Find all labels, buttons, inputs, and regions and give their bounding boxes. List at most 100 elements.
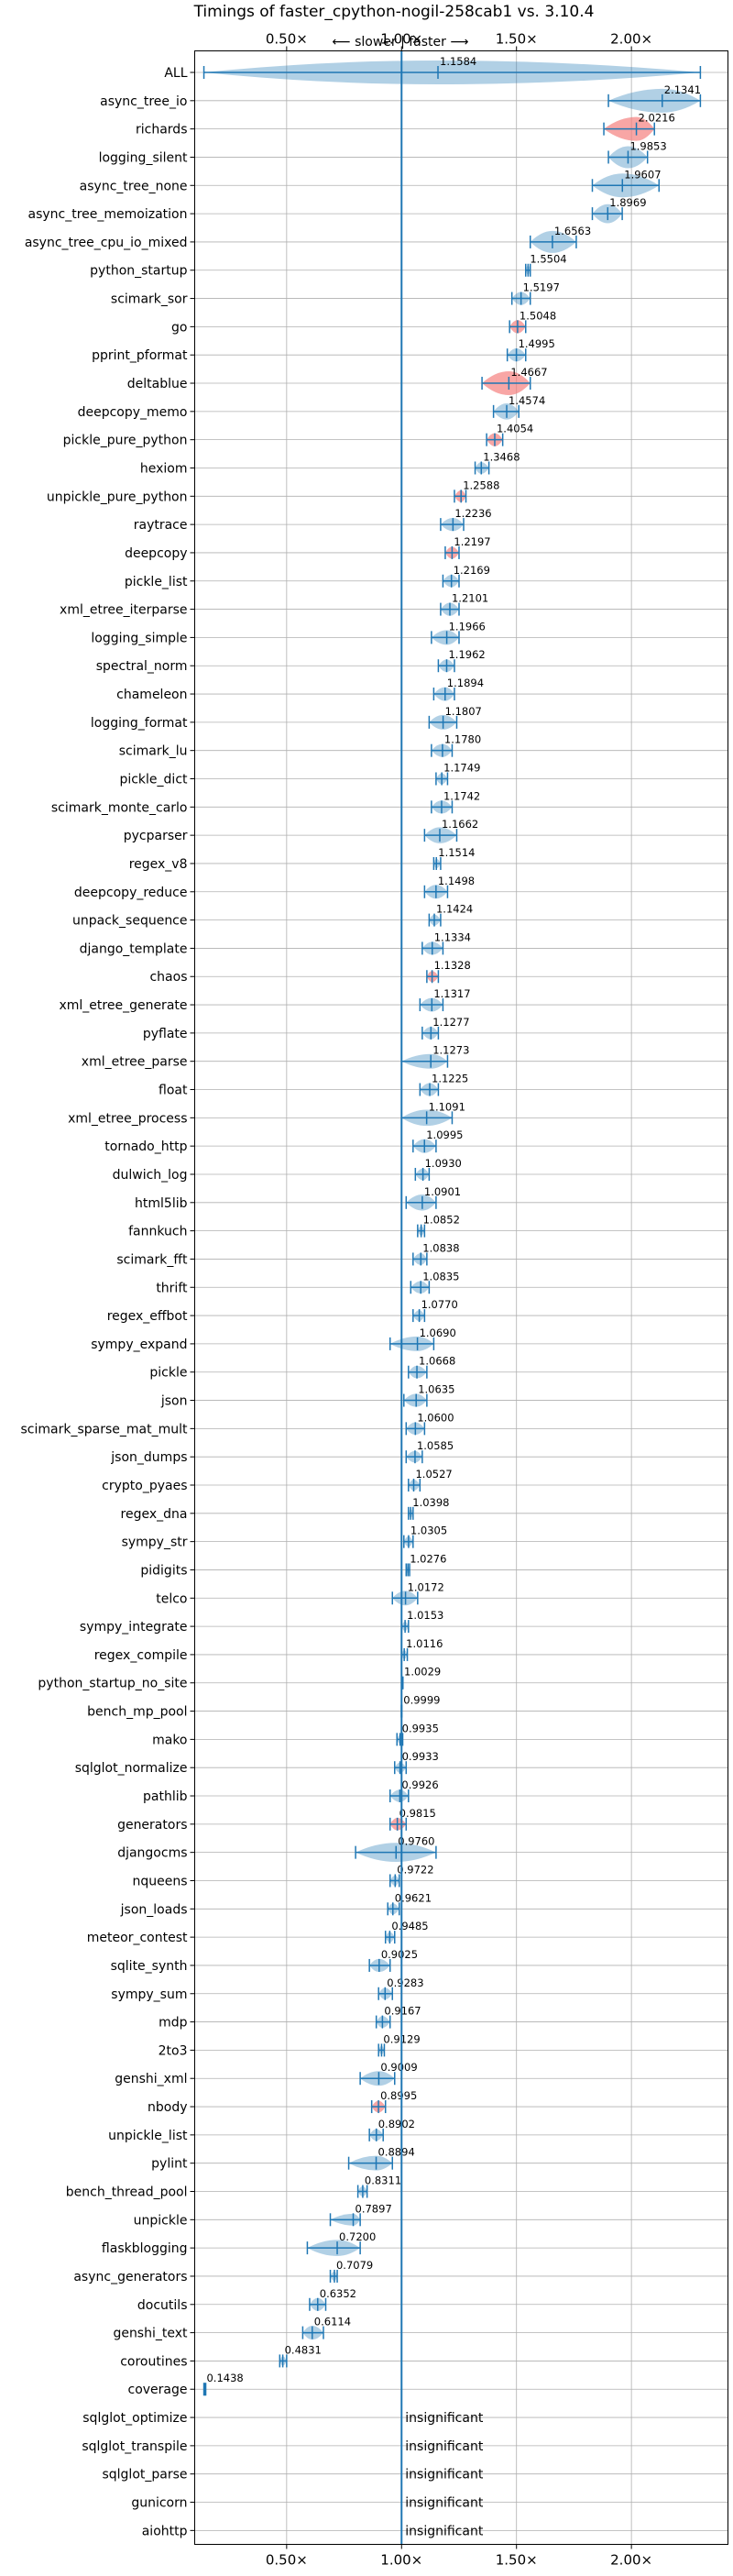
benchmark-label: fannkuch — [128, 1225, 187, 1239]
x-tick-label-top: 1.50× — [496, 31, 538, 48]
value-label: 1.5504 — [530, 253, 566, 266]
benchmark-label: xml_etree_parse — [82, 1055, 188, 1070]
benchmark-label: ALL — [164, 66, 187, 81]
benchmark-violin: 1.1498 — [423, 875, 475, 899]
value-label: 0.9926 — [401, 1778, 438, 1791]
value-label: 0.8311 — [365, 2174, 401, 2187]
benchmark-violin: 1.0690 — [388, 1327, 456, 1351]
benchmark-violin: 0.9167 — [375, 2005, 421, 2029]
value-label: 0.9283 — [387, 1976, 423, 1989]
benchmark-label: pickle_list — [125, 575, 188, 589]
benchmark-label: deepcopy_memo — [78, 405, 188, 420]
benchmark-violin: 0.4831 — [279, 2343, 322, 2368]
benchmark-label: float — [159, 1084, 188, 1098]
benchmark-violin: 0.8894 — [347, 2146, 415, 2171]
benchmark-violin: 1.5504 — [524, 253, 567, 277]
x-tick-label-bottom: 0.50× — [266, 2552, 308, 2569]
benchmark-violin: 1.3468 — [474, 450, 520, 475]
value-label: 0.9760 — [398, 1835, 434, 1848]
value-label: 1.0635 — [418, 1383, 454, 1396]
benchmark-violin: 1.0600 — [405, 1411, 454, 1436]
value-label: 1.0668 — [419, 1355, 455, 1368]
value-label: 1.1780 — [444, 733, 481, 746]
benchmark-violin: 1.6563 — [530, 225, 591, 253]
benchmark-violin: 1.4574 — [492, 394, 545, 420]
benchmark-label: genshi_text — [113, 2327, 188, 2341]
benchmark-label: async_tree_memoization — [28, 207, 188, 222]
x-tick-label-bottom: 2.00× — [610, 2552, 652, 2569]
benchmark-violin: 1.1277 — [421, 1016, 470, 1040]
benchmark-violin: 0.6114 — [301, 2316, 351, 2340]
benchmark-violin: 1.0838 — [412, 1241, 460, 1266]
benchmark-label: python_startup — [90, 264, 187, 279]
benchmark-label: python_startup_no_site — [38, 1677, 187, 1691]
benchmark-label: async_tree_none — [80, 179, 188, 193]
x-tick-label-bottom: 1.50× — [496, 2552, 538, 2569]
benchmark-violin: 0.9485 — [384, 1920, 429, 1944]
benchmark-label: async_tree_cpu_io_mixed — [25, 236, 188, 250]
benchmark-label: spectral_norm — [96, 659, 188, 674]
benchmark-label: pycparser — [124, 829, 188, 843]
value-label: 0.9167 — [384, 2005, 421, 2018]
benchmark-label: bench_mp_pool — [87, 1705, 187, 1720]
benchmark-label: html5lib — [135, 1196, 188, 1211]
benchmark-violin: 1.1091 — [400, 1100, 465, 1127]
value-label: 1.2236 — [454, 507, 491, 520]
value-label: 1.0276 — [410, 1552, 446, 1565]
benchmark-label: sympy_integrate — [80, 1620, 188, 1635]
benchmark-violin: 1.0668 — [408, 1355, 455, 1379]
benchmark-violin: 1.1966 — [431, 620, 486, 645]
value-label: 1.0995 — [426, 1128, 463, 1141]
value-label: 1.4667 — [510, 366, 547, 379]
benchmark-violin: 1.1328 — [426, 959, 471, 984]
benchmark-violin: 0.1438 — [202, 2372, 244, 2396]
benchmark-label: gunicorn — [131, 2496, 187, 2511]
benchmark-label: json_loads — [120, 1902, 188, 1917]
benchmark-label: telco — [156, 1591, 187, 1606]
value-label: 2.0216 — [639, 112, 675, 125]
benchmark-violin: 1.1424 — [428, 903, 473, 927]
benchmark-label: sqlglot_parse — [102, 2468, 187, 2482]
value-label: 1.8969 — [609, 196, 646, 209]
benchmark-label: docutils — [137, 2298, 188, 2313]
benchmark-violin: 1.0585 — [405, 1439, 454, 1464]
benchmark-label: xml_etree_iterparse — [60, 603, 187, 618]
insignificant-label: insignificant — [405, 2496, 484, 2511]
value-label: 1.1273 — [432, 1044, 469, 1057]
value-label: 1.1328 — [434, 959, 471, 972]
value-label: 1.3468 — [483, 450, 520, 463]
benchmark-label: mako — [152, 1733, 187, 1747]
value-label: 1.1662 — [442, 818, 478, 831]
value-label: 1.1424 — [436, 903, 473, 916]
benchmark-label: deepcopy_reduce — [74, 886, 188, 900]
chart-title: Timings of faster_cpython-nogil-258cab1 … — [193, 3, 595, 21]
benchmark-violin: 0.9722 — [388, 1863, 434, 1888]
benchmark-label: coroutines — [120, 2354, 187, 2369]
value-label: 0.8902 — [378, 2118, 415, 2130]
benchmark-label: scimark_sparse_mat_mult — [21, 1422, 188, 1437]
benchmark-violin: 0.9621 — [387, 1891, 432, 1916]
value-label: 0.9933 — [402, 1750, 439, 1763]
value-label: 1.0690 — [420, 1327, 456, 1339]
benchmark-violin: 1.1514 — [432, 846, 476, 870]
direction-label: ⟵ slower | faster ⟶ — [333, 35, 469, 50]
benchmark-label: scimark_monte_carlo — [51, 800, 188, 815]
benchmark-label: unpickle_pure_python — [47, 490, 188, 504]
benchmark-violin: 0.8311 — [356, 2174, 401, 2198]
value-label: 1.0029 — [404, 1666, 441, 1679]
benchmark-violin: 2.0216 — [603, 112, 675, 141]
value-label: 1.1334 — [434, 930, 471, 943]
benchmark-violin: 0.8995 — [370, 2089, 417, 2114]
value-label: 1.5197 — [523, 281, 560, 294]
benchmark-violin: 1.0901 — [405, 1185, 461, 1211]
value-label: 1.0600 — [417, 1411, 454, 1424]
benchmark-label: flaskblogging — [102, 2241, 188, 2256]
benchmark-label: nqueens — [132, 1874, 187, 1888]
plot-frame — [194, 50, 728, 2545]
benchmark-violin: 1.9607 — [591, 168, 662, 198]
benchmark-violin: 1.2169 — [442, 564, 490, 588]
benchmark-label: json — [160, 1394, 188, 1409]
value-label: 1.1962 — [448, 648, 485, 661]
benchmark-violin: 0.9935 — [396, 1722, 439, 1746]
benchmark-violin: 0.7200 — [306, 2230, 376, 2256]
